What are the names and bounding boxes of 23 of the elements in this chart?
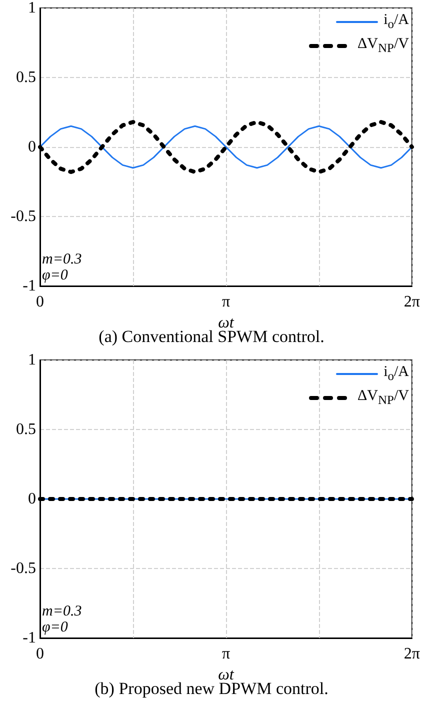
y-tick-label: -0.5: [10, 208, 36, 225]
legend-label: i$_{o}$/A: [384, 364, 409, 384]
legend-label: ΔV$_{NP}$/V: [358, 388, 409, 408]
y-tick-label: -1: [22, 630, 36, 646]
legend-label: i$_{o}$/A: [384, 12, 409, 32]
x-tick-label: π: [222, 294, 230, 310]
annotation: φ=0: [42, 620, 68, 636]
legend-label: ΔV$_{NP}$/V: [358, 36, 409, 56]
annotation: m=0.3: [42, 252, 82, 268]
y-tick-label: 0: [28, 490, 36, 508]
y-tick-label: -0.5: [10, 560, 36, 577]
x-tick-label: 2π: [404, 294, 420, 310]
y-tick-label: 0: [28, 138, 36, 156]
y-tick-label: 0.5: [16, 69, 36, 86]
annotation: m=0.3: [42, 604, 82, 620]
x-tick-label: 2π: [404, 646, 420, 662]
x-tick-label: π: [222, 646, 230, 662]
y-tick-label: 1: [28, 0, 36, 16]
y-tick-label: 1: [28, 352, 36, 368]
line-series: [39, 125, 413, 169]
y-tick-label: -1: [22, 278, 36, 294]
annotation: φ=0: [42, 268, 68, 284]
y-tick-label: 0.5: [16, 421, 36, 438]
